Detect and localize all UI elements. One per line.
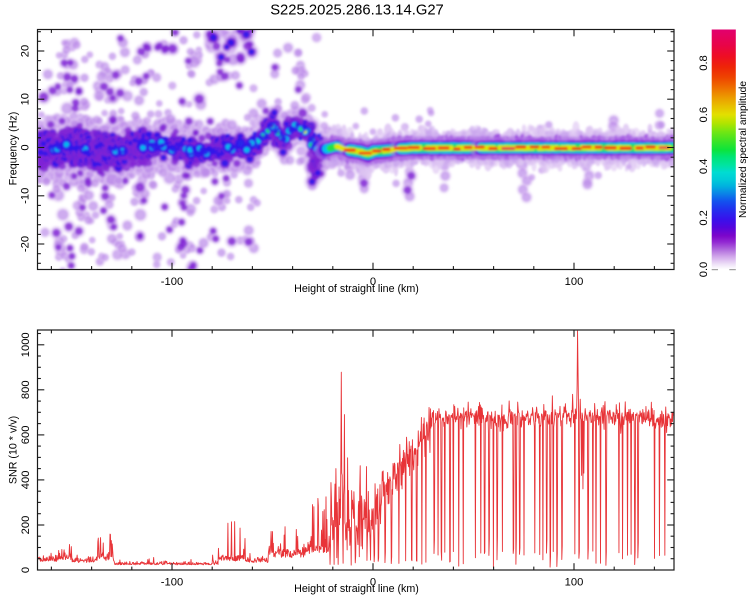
- svg-text:0.6: 0.6: [698, 107, 710, 123]
- svg-text:0: 0: [20, 567, 32, 573]
- svg-text:Height of straight line (km): Height of straight line (km): [294, 283, 419, 295]
- svg-text:-100: -100: [161, 576, 183, 588]
- svg-text:-100: -100: [161, 276, 183, 288]
- svg-text:-20: -20: [20, 236, 32, 252]
- svg-text:0: 0: [370, 276, 376, 288]
- svg-text:100: 100: [565, 276, 584, 288]
- svg-text:0: 0: [20, 144, 32, 150]
- svg-text:0.4: 0.4: [698, 159, 710, 175]
- svg-text:1000: 1000: [20, 332, 32, 357]
- svg-text:0.2: 0.2: [698, 210, 710, 226]
- svg-text:800: 800: [20, 380, 32, 399]
- svg-text:Frequency (Hz): Frequency (Hz): [8, 112, 20, 186]
- svg-text:100: 100: [565, 576, 584, 588]
- svg-text:20: 20: [20, 45, 32, 57]
- svg-text:200: 200: [20, 516, 32, 535]
- svg-text:10: 10: [20, 93, 32, 105]
- svg-text:S225.2025.286.13.14.G27: S225.2025.286.13.14.G27: [270, 2, 444, 18]
- svg-text:0: 0: [370, 576, 376, 588]
- svg-text:400: 400: [20, 471, 32, 490]
- svg-text:SNR (10 * v/v): SNR (10 * v/v): [8, 416, 20, 484]
- svg-text:-10: -10: [20, 188, 32, 204]
- svg-text:Height of straight line (km): Height of straight line (km): [294, 583, 419, 595]
- svg-text:0.0: 0.0: [698, 262, 710, 278]
- svg-text:Normalized spectral amplitude: Normalized spectral amplitude: [738, 81, 749, 218]
- svg-text:600: 600: [20, 426, 32, 445]
- svg-text:0.8: 0.8: [698, 55, 710, 71]
